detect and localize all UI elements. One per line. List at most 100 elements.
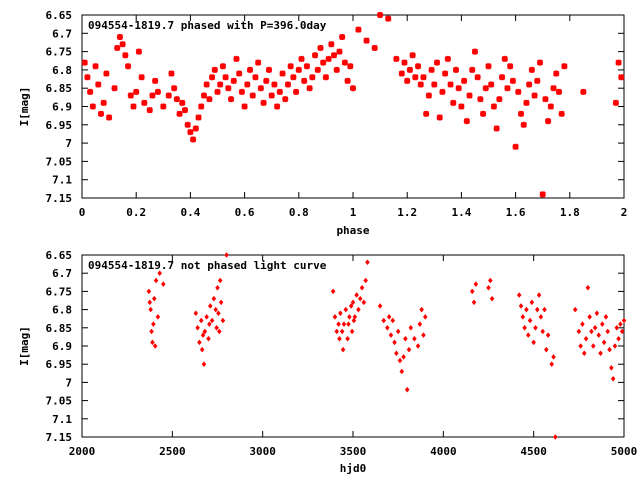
data-point (540, 328, 546, 335)
data-point (349, 85, 357, 92)
data-point (545, 332, 551, 338)
data-point (385, 15, 392, 22)
data-point (233, 55, 240, 63)
data-point (213, 306, 219, 313)
data-point (149, 92, 156, 99)
data-point (509, 77, 516, 84)
x-tick-label: 1.6 (506, 206, 526, 219)
data-point (238, 88, 245, 95)
data-point (225, 85, 232, 92)
data-point (458, 103, 465, 110)
data-point (333, 66, 340, 74)
data-point (572, 306, 578, 313)
data-point (344, 77, 351, 84)
data-point (388, 332, 394, 338)
data-point (192, 125, 199, 132)
data-point (336, 321, 341, 328)
data-point (520, 313, 526, 320)
y-tick-label: 6.8 (52, 64, 72, 77)
y-tick-label: 7 (65, 376, 72, 389)
data-point (357, 295, 363, 302)
data-point (135, 48, 143, 55)
data-point (601, 339, 607, 346)
data-point (371, 44, 378, 52)
data-point (347, 313, 352, 320)
y-tick-label: 6.65 (46, 9, 73, 22)
data-point (542, 96, 549, 103)
data-point (150, 339, 155, 346)
data-point (200, 332, 206, 338)
data-point (363, 277, 368, 284)
data-point (195, 324, 200, 331)
data-point (274, 103, 281, 110)
y-tick-label: 6.95 (46, 358, 73, 371)
data-point (394, 350, 399, 357)
data-point (421, 332, 426, 338)
x-tick-label: 2 (621, 206, 628, 219)
data-point (576, 328, 582, 335)
y-tick-label: 6.85 (46, 82, 73, 95)
y-tick-label: 6.85 (46, 322, 73, 335)
data-point (587, 313, 592, 320)
data-point (531, 92, 538, 99)
x-tick-label: 3500 (340, 445, 367, 458)
data-point (550, 85, 557, 92)
data-point (215, 284, 220, 291)
data-point (594, 310, 600, 317)
data-point (501, 55, 508, 63)
data-point (160, 103, 167, 110)
data-point (531, 339, 536, 346)
data-point (415, 343, 421, 349)
data-point (122, 52, 129, 59)
data-point (171, 85, 178, 92)
data-point (325, 55, 332, 63)
data-point (585, 284, 591, 291)
data-point (578, 343, 583, 349)
data-point (222, 74, 229, 81)
data-point (553, 70, 560, 77)
data-point (485, 63, 492, 70)
y-tick-label: 6.75 (46, 46, 73, 59)
data-point (130, 103, 137, 110)
data-point (252, 74, 259, 81)
data-point (365, 259, 370, 266)
data-point (224, 252, 229, 258)
data-point (111, 85, 118, 92)
data-point (596, 332, 602, 338)
data-point (114, 44, 121, 52)
data-point (447, 81, 454, 88)
data-point (529, 299, 535, 306)
data-point (461, 77, 468, 84)
data-point (442, 70, 449, 77)
data-point (607, 346, 612, 353)
data-point (536, 59, 544, 66)
data-point (518, 303, 524, 309)
data-point (84, 74, 91, 81)
data-point (463, 118, 470, 125)
data-point (512, 143, 519, 150)
data-point (193, 310, 199, 317)
data-point (549, 361, 555, 368)
data-point (404, 386, 410, 393)
data-point (517, 110, 525, 117)
data-point (198, 317, 204, 324)
data-point (241, 103, 248, 110)
data-point (337, 335, 342, 342)
data-point (610, 375, 616, 382)
data-point (309, 74, 316, 81)
data-point (466, 92, 473, 99)
data-point (431, 81, 438, 88)
y-axis-label: I[mag] (18, 326, 31, 366)
data-point (545, 118, 552, 125)
data-point (377, 303, 383, 309)
data-point (328, 41, 335, 48)
data-point (103, 70, 110, 77)
data-point (538, 313, 544, 320)
data-point (190, 136, 197, 143)
data-point (246, 66, 254, 74)
data-point (263, 77, 270, 84)
data-point (298, 55, 305, 63)
data-point (612, 343, 618, 349)
y-tick-label: 7 (65, 137, 72, 150)
